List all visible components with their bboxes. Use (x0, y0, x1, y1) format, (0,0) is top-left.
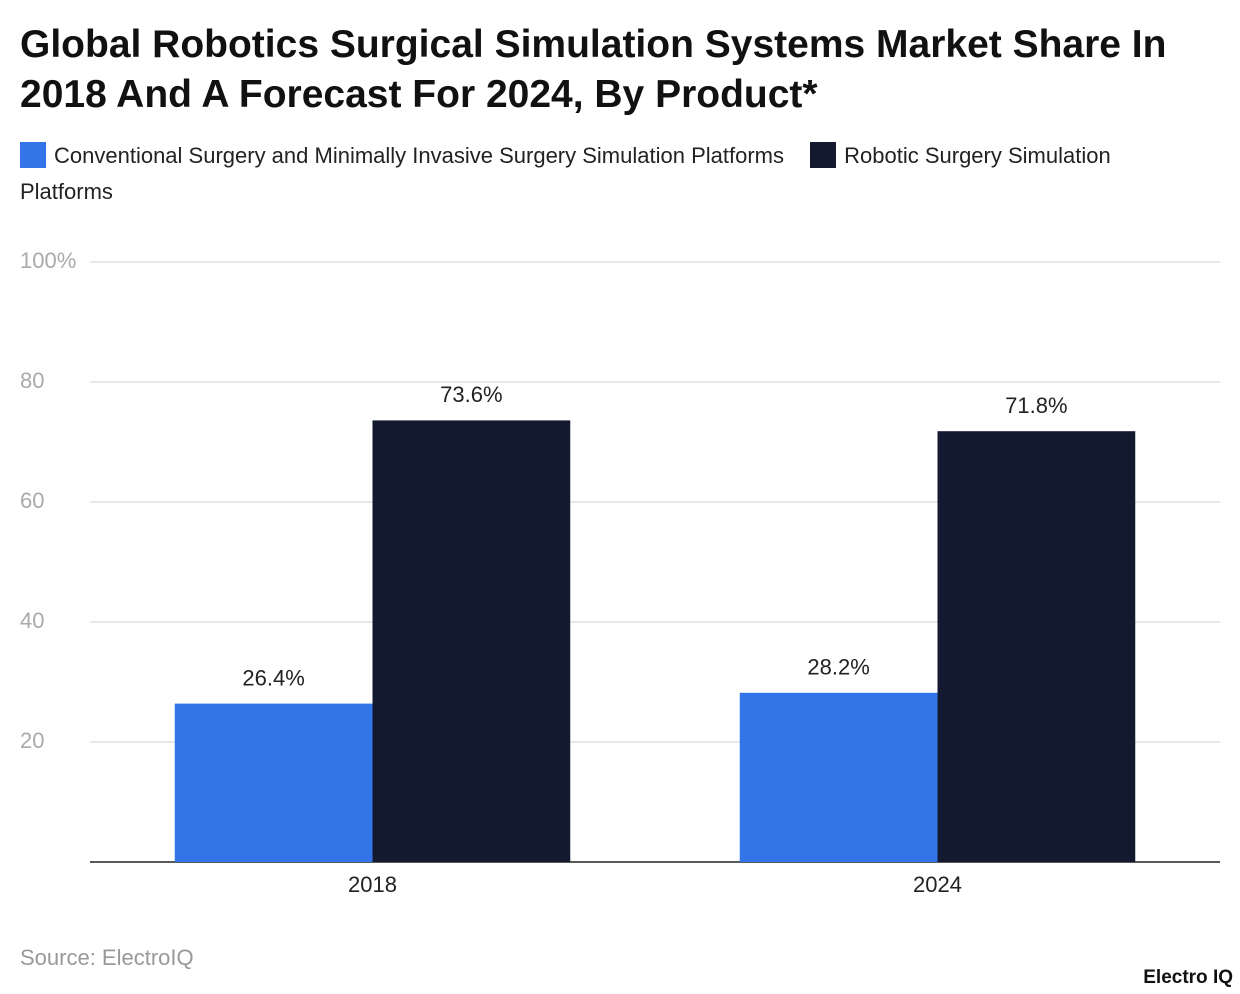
data-label: 73.6% (440, 382, 502, 407)
data-label: 26.4% (242, 665, 304, 690)
legend: Conventional Surgery and Minimally Invas… (20, 138, 1220, 210)
y-tick-label: 40 (20, 608, 44, 633)
bar (937, 431, 1136, 862)
legend-label: Robotic Surgery Simulation Platforms (20, 143, 1111, 204)
x-tick-label: 2018 (348, 872, 397, 897)
x-tick-label: 2024 (913, 872, 962, 897)
legend-item: Robotic Surgery Simulation Platforms (20, 142, 1111, 204)
source: Source: ElectroIQ (20, 945, 194, 970)
y-tick-label: 20 (20, 728, 44, 753)
legend-swatch (20, 142, 46, 168)
bar (372, 420, 571, 862)
y-tick-label: 100% (20, 248, 76, 273)
chart-title: Global Robotics Surgical Simulation Syst… (20, 23, 1167, 116)
legend-label: Conventional Surgery and Minimally Invas… (54, 143, 784, 168)
legend-item: Conventional Surgery and Minimally Invas… (20, 142, 784, 168)
y-tick-label: 60 (20, 488, 44, 513)
legend-swatch (810, 142, 837, 168)
data-label: 71.8% (1005, 393, 1067, 418)
brand: Electro IQ (1143, 967, 1233, 988)
bar (174, 703, 373, 862)
data-label: 28.2% (807, 655, 869, 680)
y-tick-label: 80 (20, 368, 44, 393)
bar (739, 692, 938, 862)
